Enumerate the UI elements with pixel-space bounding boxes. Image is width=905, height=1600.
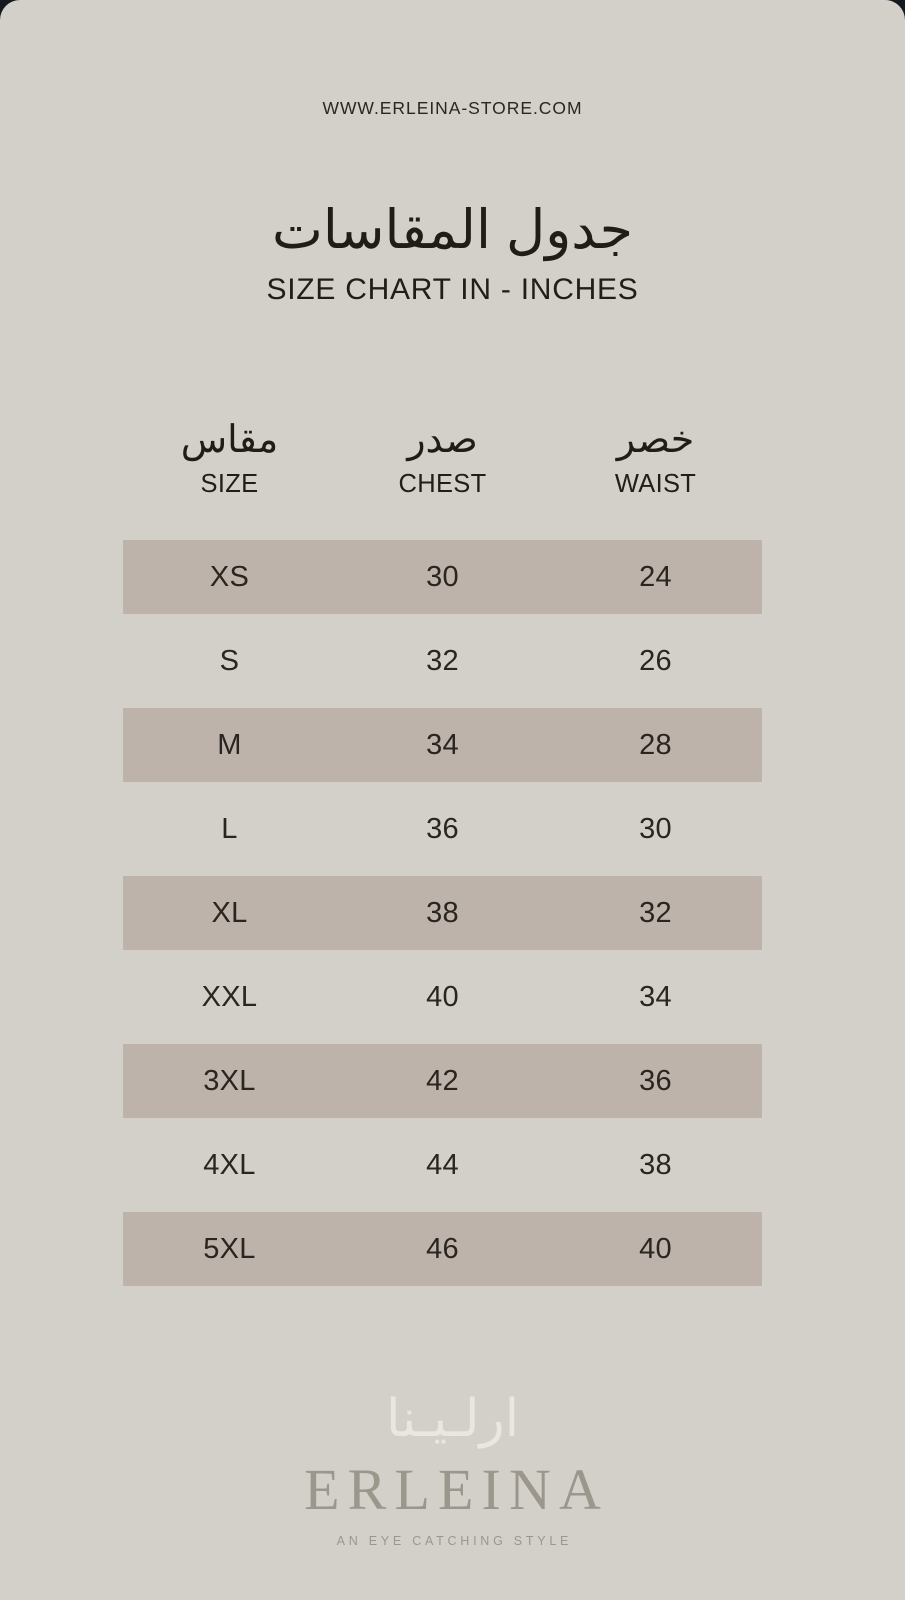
- website-url: WWW.ERLEINA-STORE.COM: [322, 98, 583, 118]
- column-header-arabic: خصر: [616, 419, 695, 461]
- column-header-waist: خصر WAIST: [549, 412, 762, 540]
- column-header-size: مقاس SIZE: [123, 412, 336, 540]
- table-row: L 36 30: [123, 792, 762, 866]
- brand-logo-latin: ERLEINA: [304, 1457, 609, 1522]
- cell-waist: 36: [639, 1064, 672, 1097]
- table-header-row: مقاس SIZE صدر CHEST خصر WAIST: [123, 412, 762, 540]
- table-row: 4XL 44 38: [123, 1128, 762, 1202]
- brand-footer: ارلـيـنا ERLEINA AN EYE CATCHING STYLE: [0, 1393, 905, 1548]
- cell-size: 4XL: [203, 1148, 256, 1181]
- cell-chest: 44: [426, 1148, 459, 1181]
- cell-size: M: [217, 728, 242, 761]
- brand-tagline: AN EYE CATCHING STYLE: [336, 1534, 573, 1548]
- page-title-english: SIZE CHART IN - INCHES: [266, 272, 639, 306]
- cell-chest: 34: [426, 728, 459, 761]
- cell-size: XS: [209, 560, 250, 593]
- cell-chest: 46: [426, 1232, 459, 1265]
- table-row: 3XL 42 36: [123, 1044, 762, 1118]
- cell-waist: 38: [639, 1148, 672, 1181]
- cell-chest: 32: [426, 644, 459, 677]
- cell-waist: 24: [639, 560, 672, 593]
- table-row: M 34 28: [123, 708, 762, 782]
- cell-size: S: [219, 644, 240, 677]
- cell-waist: 26: [639, 644, 672, 677]
- cell-size: 3XL: [203, 1064, 256, 1097]
- cell-chest: 30: [426, 560, 459, 593]
- cell-chest: 40: [426, 980, 459, 1013]
- cell-waist: 28: [639, 728, 672, 761]
- cell-chest: 42: [426, 1064, 459, 1097]
- cell-size: L: [221, 812, 238, 845]
- table-row: S 32 26: [123, 624, 762, 698]
- table-row: XL 38 32: [123, 876, 762, 950]
- column-header-chest: صدر CHEST: [336, 412, 549, 540]
- cell-waist: 32: [639, 896, 672, 929]
- cell-size: XL: [211, 896, 248, 929]
- size-chart-table: مقاس SIZE صدر CHEST خصر WAIST XS 30 24 S 32 26 M 34 2…: [123, 412, 762, 1296]
- column-header-arabic: صدر: [407, 419, 478, 461]
- cell-size: 5XL: [203, 1232, 256, 1265]
- column-header-english: WAIST: [614, 469, 697, 498]
- cell-waist: 34: [639, 980, 672, 1013]
- page-title: جدول المقاسات SIZE CHART IN - INCHES: [0, 202, 905, 307]
- table-row: XXL 40 34: [123, 960, 762, 1034]
- cell-chest: 36: [426, 812, 459, 845]
- cell-size: XXL: [201, 980, 258, 1013]
- brand-logo-arabic: ارلـيـنا: [385, 1390, 520, 1448]
- column-header-english: CHEST: [398, 469, 487, 498]
- cell-waist: 30: [639, 812, 672, 845]
- column-header-arabic: مقاس: [180, 419, 279, 461]
- table-row: XS 30 24: [123, 540, 762, 614]
- page-title-arabic: جدول المقاسات: [271, 200, 634, 260]
- column-header-english: SIZE: [200, 469, 259, 498]
- cell-chest: 38: [426, 896, 459, 929]
- cell-waist: 40: [639, 1232, 672, 1265]
- table-row: 5XL 46 40: [123, 1212, 762, 1286]
- table-body: XS 30 24 S 32 26 M 34 28 L 36 30 XL 38 32 XXL 40 34 3XL 42 3…: [123, 540, 762, 1286]
